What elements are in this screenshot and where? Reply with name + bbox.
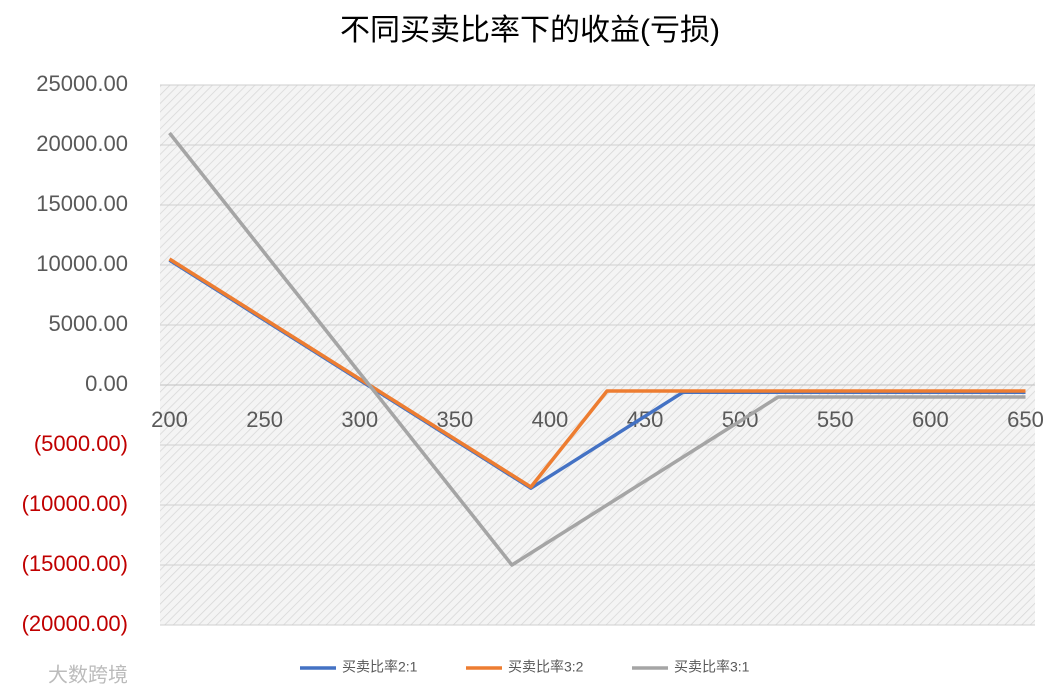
y-tick-label: 0.00 bbox=[85, 371, 128, 396]
legend-label: 买卖比率3:2 bbox=[508, 659, 584, 675]
plot-area bbox=[160, 85, 1035, 625]
y-tick-label: (20000.00) bbox=[22, 611, 128, 636]
y-tick-label: (15000.00) bbox=[22, 551, 128, 576]
watermark: 大数跨境 bbox=[48, 663, 128, 686]
series-line bbox=[168, 257, 1026, 489]
chart-title: 不同买卖比率下的收益(亏损) bbox=[340, 14, 720, 47]
plot-layer: 25000.00 20000.00 15000.00 10000.00 5000.00 0… bbox=[22, 71, 1044, 675]
y-tick-label: 15000.00 bbox=[36, 191, 128, 216]
legend-label: 买卖比率3:1 bbox=[674, 659, 750, 675]
x-tick-label: 300 bbox=[341, 407, 378, 432]
x-tick-label: 550 bbox=[817, 407, 854, 432]
y-tick-label: 25000.00 bbox=[36, 71, 128, 96]
legend-label: 买卖比率2:1 bbox=[342, 659, 418, 675]
x-tick-label: 400 bbox=[532, 407, 569, 432]
y-tick-label: (10000.00) bbox=[22, 491, 128, 516]
y-tick-label: (5000.00) bbox=[34, 431, 128, 456]
x-tick-label: 200 bbox=[151, 407, 188, 432]
y-tick-label: 20000.00 bbox=[36, 131, 128, 156]
y-tick-label: 5000.00 bbox=[48, 311, 128, 336]
x-tick-label: 650 bbox=[1007, 407, 1044, 432]
y-tick-label: 10000.00 bbox=[36, 251, 128, 276]
x-tick-label: 600 bbox=[912, 407, 949, 432]
x-tick-label: 350 bbox=[436, 407, 473, 432]
x-tick-label: 250 bbox=[246, 407, 283, 432]
series-line bbox=[168, 131, 1026, 567]
x-tick-label: 450 bbox=[627, 407, 664, 432]
